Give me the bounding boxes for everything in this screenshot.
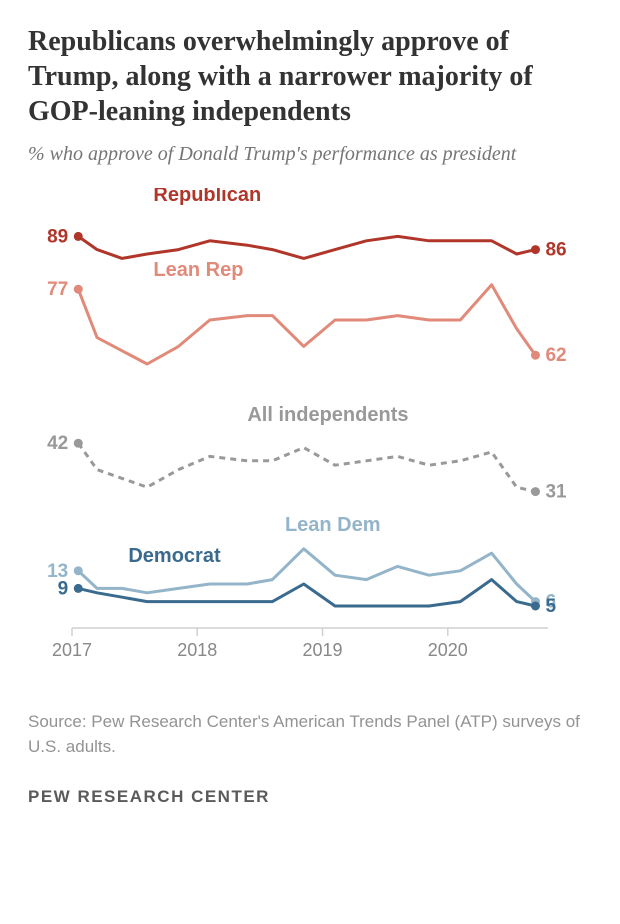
chart-footer: PEW RESEARCH CENTER [28, 787, 592, 807]
series-start-value: 77 [47, 279, 68, 300]
series-name-label: Lean Dem [285, 514, 381, 536]
series-end-value: 31 [545, 482, 567, 503]
x-axis-label: 2017 [52, 640, 92, 660]
series-line [78, 443, 535, 491]
chart-svg: 2017 2018 2019 2020 89 86 Republican 77 62 Lean R… [28, 188, 592, 692]
x-axis-label: 2020 [428, 640, 468, 660]
series-start-value: 42 [47, 433, 68, 454]
x-axis-label: 2018 [177, 640, 217, 660]
series-end-value: 5 [545, 596, 556, 617]
series-name-label: Lean Rep [153, 259, 243, 281]
series-name-label: Republican [153, 188, 261, 206]
series-line [78, 285, 535, 364]
chart-title: Republicans overwhelmingly approve of Tr… [28, 24, 592, 129]
series-start-dot [74, 584, 83, 593]
series-start-value: 9 [58, 578, 69, 599]
series-end-value: 86 [545, 240, 566, 261]
series-line [78, 236, 535, 258]
chart-source: Source: Pew Research Center's American T… [28, 710, 592, 759]
series-end-dot [531, 245, 540, 254]
series-end-dot [531, 351, 540, 360]
series-end-value: 62 [545, 345, 566, 366]
series-name-label: Democrat [128, 545, 221, 567]
series-end-dot [531, 487, 540, 496]
chart-container: 2017 2018 2019 2020 89 86 Republican 77 62 Lean R… [28, 188, 592, 692]
series-start-dot [74, 285, 83, 294]
x-axis-label: 2019 [303, 640, 343, 660]
chart-subtitle: % who approve of Donald Trump's performa… [28, 141, 592, 168]
series-start-dot [74, 439, 83, 448]
series-start-value: 89 [47, 226, 68, 247]
series-start-dot [74, 566, 83, 575]
series-start-dot [74, 232, 83, 241]
series-name-label: All independents [247, 404, 408, 426]
series-end-dot [531, 602, 540, 611]
